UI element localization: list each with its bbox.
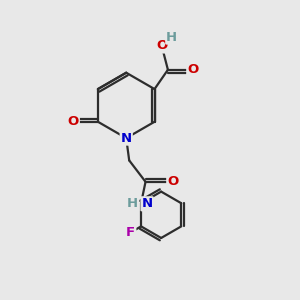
Text: O: O: [68, 115, 79, 128]
Text: F: F: [126, 226, 135, 239]
Text: H: H: [127, 197, 138, 210]
Text: O: O: [156, 40, 168, 52]
Text: O: O: [167, 175, 178, 188]
Text: O: O: [187, 63, 199, 76]
Text: N: N: [142, 197, 153, 210]
Text: N: N: [121, 132, 132, 145]
Text: H: H: [166, 31, 177, 44]
